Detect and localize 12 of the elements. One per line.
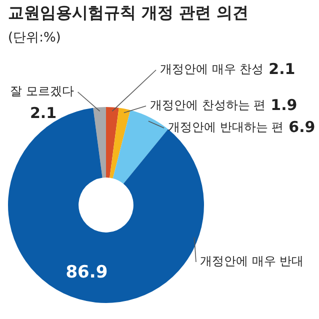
slice-label: 잘 모르겠다 (10, 84, 74, 98)
slice-label: 개정안에 찬성하는 편 (150, 98, 266, 112)
chart-title: 교원임용시험규칙 개정 관련 의견 (8, 3, 249, 22)
slice-label: 개정안에 반대하는 편 (168, 120, 284, 134)
data-label: 2.1 (30, 104, 57, 122)
slice-label: 개정안에 매우 찬성 (160, 62, 264, 76)
data-label: 2.1 (268, 60, 296, 78)
slice-label: 개정안에 매우 반대 (200, 254, 304, 268)
chart-subtitle: (단위:%) (8, 30, 61, 46)
data-label: 6.9 (288, 118, 316, 136)
data-label: 1.9 (270, 96, 298, 114)
data-label: 86.9 (66, 262, 108, 282)
